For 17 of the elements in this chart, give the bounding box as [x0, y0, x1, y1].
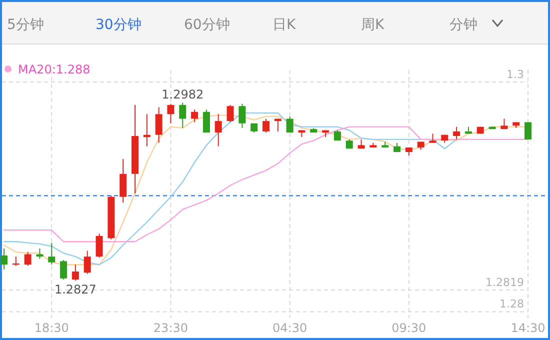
- text: 日K: [272, 17, 296, 33]
- x-tick-label: 09:30: [392, 321, 426, 335]
- legend-label: MA20:1.288: [18, 62, 90, 76]
- y-tick-label: 1.28: [500, 298, 524, 311]
- annotation: 1.2827: [54, 282, 96, 297]
- x-tick-label: 04:30: [272, 321, 308, 335]
- text: 分钟: [450, 17, 478, 33]
- x-tick-label: 14:30: [510, 321, 546, 335]
- annotation: 1.2982: [162, 88, 204, 102]
- text: 60分钟: [184, 17, 230, 33]
- y-tick-label: 1.3: [506, 68, 524, 81]
- x-tick-label: 23:30: [153, 321, 188, 335]
- text: 5分钟: [7, 17, 44, 33]
- text: 30分钟: [96, 17, 142, 33]
- y-tick-label: 1.2819: [486, 276, 524, 289]
- text: 周K: [361, 17, 385, 33]
- x-tick-label: 18:30: [34, 321, 69, 335]
